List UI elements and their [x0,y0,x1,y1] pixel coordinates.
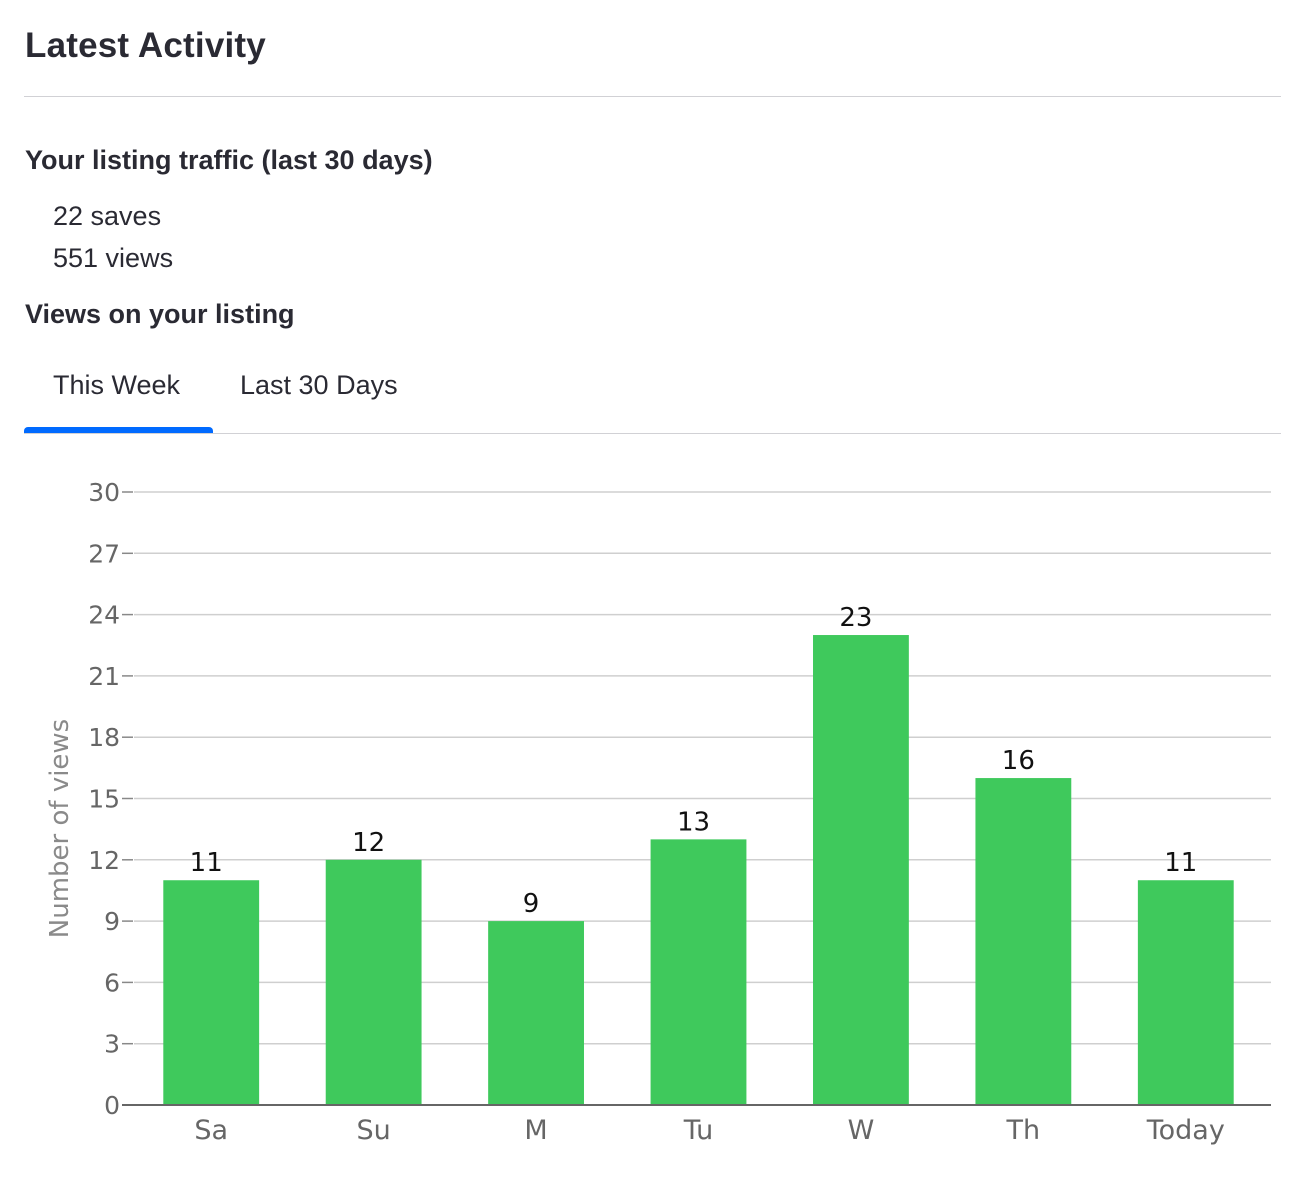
bar-su[interactable] [325,859,422,1105]
y-tick-label: 27 [88,539,120,568]
bar-value-label: 13 [677,807,710,837]
y-tick-label: 6 [104,968,120,997]
tab-this-week[interactable]: This Week [53,370,181,400]
x-tick-label: Today [1146,1115,1225,1146]
y-tick-label: 3 [104,1030,120,1059]
x-tick-label: Tu [683,1115,714,1146]
bar-sa[interactable] [163,880,260,1105]
y-tick-label: 9 [104,907,120,936]
bar-value-label: 12 [352,828,385,858]
bar-value-label: 11 [190,848,223,878]
bar-today[interactable] [1137,880,1234,1105]
traffic-section-title: Your listing traffic (last 30 days) [25,145,433,175]
chart-axes: 0 3 6 9 12 15 18 21 24 27 30 Sa Su M Tu W Th Today [88,478,1271,1146]
x-tick-label: Sa [194,1115,228,1146]
bar-tu[interactable] [650,839,747,1105]
y-tick-label: 12 [88,846,120,875]
bar-value-label: 23 [839,603,872,633]
y-tick-label: 24 [88,601,120,630]
chart-grid [134,491,1271,1045]
x-tick-label: W [848,1115,875,1146]
tabs-divider [24,433,1281,434]
bar-value-label: 9 [523,889,540,919]
x-tick-label: Su [357,1115,391,1146]
y-tick-label: 18 [88,723,120,752]
y-tick-label: 15 [88,785,120,814]
header-divider [24,96,1281,97]
views-section-title: Views on your listing [25,299,295,329]
y-tick-label: 30 [88,478,120,507]
bar-value-label: 16 [1002,746,1035,776]
active-tab-indicator [24,427,213,434]
bar-value-label: 11 [1164,848,1197,878]
chart-bars: 11 12 9 13 23 16 11 [163,603,1234,1105]
x-tick-label: M [524,1115,547,1146]
bar-th[interactable] [975,778,1072,1105]
views-bar-chart: 11 12 9 13 23 16 11 0 3 6 9 12 15 18 21 24 27 30 Sa Su M Tu W… [45,478,1271,1146]
x-tick-label: Th [1006,1115,1041,1146]
saves-stat: 22 saves [53,201,162,231]
page-title: Latest Activity [25,26,266,65]
y-axis-title: Number of views [45,719,75,938]
bar-m[interactable] [488,921,584,1105]
tab-last-30-days[interactable]: Last 30 Days [240,370,398,400]
views-tabs: This Week Last 30 Days [24,358,1281,435]
y-tick-label: 0 [104,1091,120,1120]
views-stat: 551 views [53,243,174,273]
y-tick-label: 21 [88,662,120,691]
bar-w[interactable] [813,635,909,1105]
